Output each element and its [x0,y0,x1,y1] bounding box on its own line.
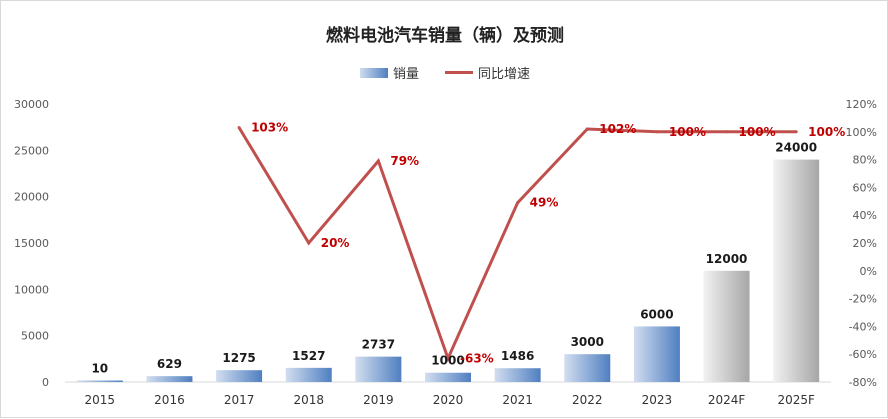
y-right-tick-label: 120% [846,98,877,111]
y-right-tick-label: -40% [849,320,877,333]
bars-group [76,159,820,382]
growth-value-label: 102% [599,122,636,136]
bar-sales [703,270,750,382]
x-tick-label: 2018 [293,393,324,407]
axes-group: 0 5000 10000 15000 20000 25000 30000 -80% -60% -4… [14,98,877,407]
growth-point [655,130,659,134]
y-right-tick-label: 60% [853,181,877,194]
x-tick-label: 2025F [777,393,815,407]
bar-sales [216,370,263,382]
bar-value-label: 3000 [571,335,604,349]
bar-value-label: 6000 [640,307,673,321]
chart-title: 燃料电池汽车销量（辆）及预测 [326,26,564,46]
bar-sales [633,326,680,382]
legend-label-growth: 同比增速 [478,67,531,82]
y-left-tick-label: 10000 [14,283,49,296]
y-right-tick-label: 20% [853,237,877,250]
x-tick-label: 2019 [363,393,394,407]
x-tick-label: 2021 [502,393,533,407]
x-tick-label: 2016 [154,393,185,407]
bar-sales [146,376,193,382]
bar-value-label: 1000 [431,354,464,368]
growth-point [376,159,380,163]
bar-value-label: 1486 [501,349,534,363]
bar-value-label: 1527 [292,349,325,363]
growth-value-label: 100% [739,125,776,139]
x-tick-label: 2022 [572,393,603,407]
growth-point [585,127,589,131]
legend-item-sales: 销量 [359,63,419,82]
growth-point [516,201,520,205]
chart-legend: 销量 同比增速 [1,63,888,82]
y-left-tick-label: 30000 [14,98,49,111]
bar-sales [494,368,541,382]
y-left-tick-label: 25000 [14,144,49,157]
y-right-tick-label: 80% [853,154,877,167]
bar-sales [285,367,332,382]
bar-value-label: 629 [157,357,182,371]
y-left-tick-label: 0 [42,376,49,389]
growth-point [725,130,729,134]
y-right-tick-label: 100% [846,126,877,139]
y-left-tick-label: 20000 [14,191,49,204]
growth-value-label: 49% [530,196,559,210]
bar-sales [773,159,820,382]
legend-item-growth: 同比增速 [445,63,530,82]
growth-value-label: 79% [390,154,419,168]
y-right-tick-label: 40% [853,209,877,222]
labels-group: 10 629 1275 1527 2737 1000 1486 3000 6000 12000 24… [91,121,845,376]
line-group [237,126,798,363]
growth-point [446,356,450,360]
y-right-tick-label: 0% [860,265,877,278]
x-tick-label: 2023 [642,393,673,407]
y-right-tick-label: -80% [849,376,877,389]
growth-value-label: 100% [669,125,706,139]
legend-line-swatch [445,71,473,74]
y-right-tick-label: -20% [849,293,877,306]
growth-point [307,241,311,245]
y-right-tick-label: -60% [849,348,877,361]
x-tick-label: 2017 [224,393,255,407]
bar-value-label: 2737 [362,338,395,352]
legend-label-sales: 销量 [392,67,419,82]
growth-value-label: 20% [321,236,350,250]
x-tick-label: 2015 [85,393,116,407]
x-tick-label: 2020 [433,393,464,407]
bar-value-label: 12000 [706,252,748,266]
bar-sales [355,356,402,382]
growth-value-label: 103% [251,121,288,135]
bar-sales [564,354,611,382]
bar-sales [76,380,123,382]
y-left-tick-label: 15000 [14,237,49,250]
growth-value-label: -63% [460,351,494,365]
y-left-tick-label: 5000 [21,330,49,343]
bar-sales [425,372,471,382]
growth-point [237,126,241,130]
legend-bar-swatch [359,67,388,78]
bar-value-label: 10 [91,362,108,376]
x-tick-label: 2024F [708,393,746,407]
bar-value-label: 24000 [775,141,817,155]
growth-value-label: 100% [808,125,845,139]
growth-point [794,130,798,134]
bar-value-label: 1275 [222,351,255,365]
